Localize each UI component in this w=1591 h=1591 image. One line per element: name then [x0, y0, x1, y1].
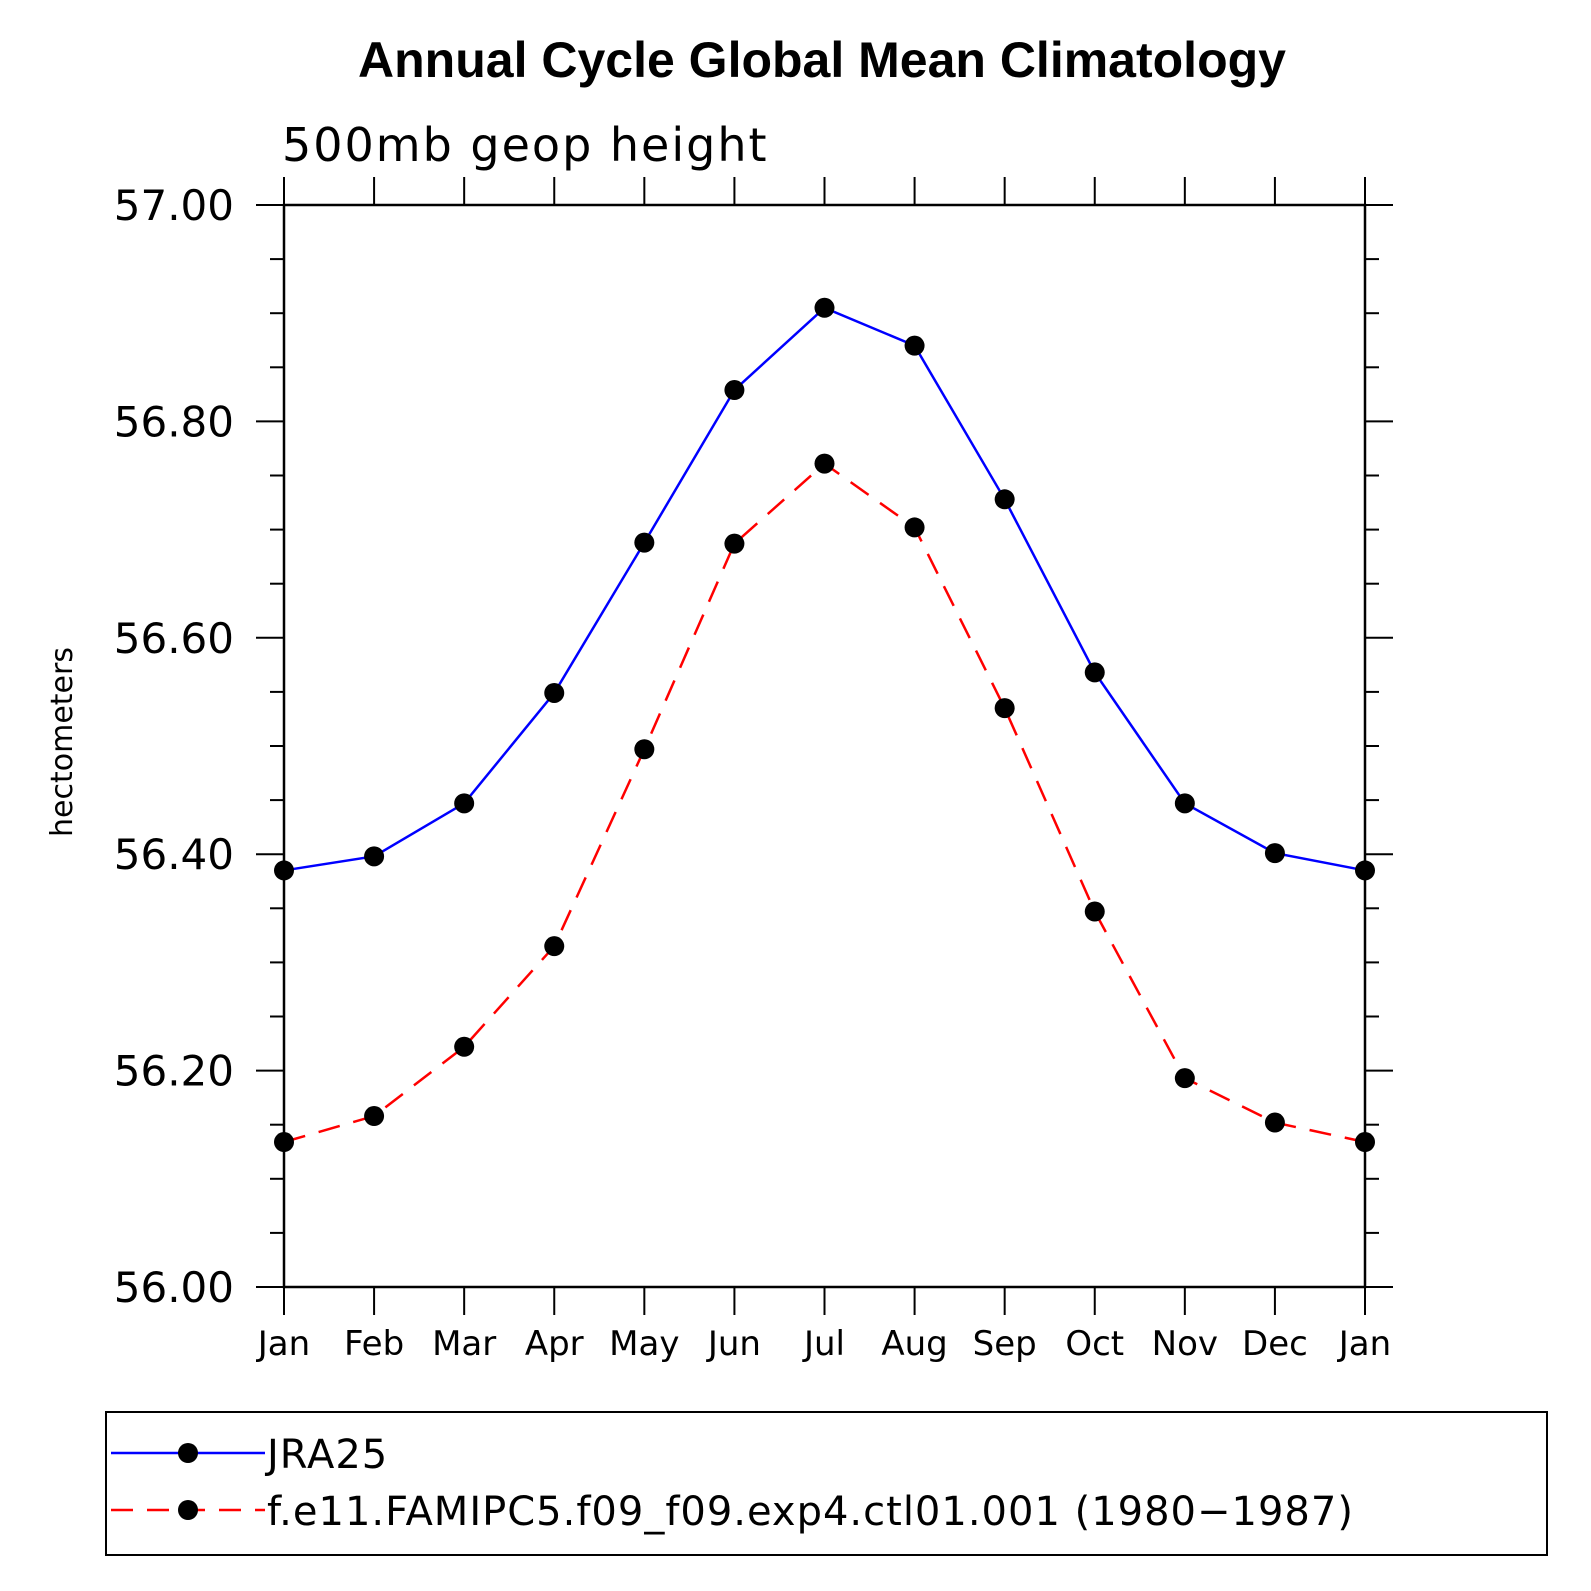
x-tick-label: Mar: [432, 1324, 496, 1364]
data-point-series-2: [724, 533, 745, 554]
y-axis-label: hectometers: [45, 647, 80, 837]
data-point-series-1: [454, 793, 475, 814]
data-point-series-1: [634, 532, 655, 553]
x-tick-label: Aug: [881, 1324, 947, 1364]
legend-marker-2: [178, 1500, 198, 1520]
data-point-series-1: [994, 489, 1015, 510]
y-tick-label: 57.00: [114, 181, 234, 230]
x-tick-label: Sep: [973, 1324, 1037, 1364]
y-tick-label: 56.20: [114, 1047, 234, 1096]
data-point-series-2: [814, 453, 835, 474]
data-point-series-1: [724, 380, 745, 401]
x-tick-label: May: [609, 1324, 679, 1364]
x-tick-label: Jun: [706, 1324, 761, 1364]
legend-label-1: JRA25: [264, 1432, 388, 1478]
x-tick-label: Jan: [1337, 1324, 1391, 1364]
data-point-series-2: [1174, 1068, 1195, 1089]
y-tick-labels: 56.00 56.20 56.40 56.60 56.80 57.00: [114, 181, 234, 1312]
plot-frame: [282, 203, 1367, 1289]
series-line-2: [283, 462, 1366, 1144]
legend: JRA25 f.e11.FAMIPC5.f09_f09.exp4.ctl01.00…: [111, 1432, 1354, 1535]
y-tick-label: 56.00: [114, 1263, 234, 1312]
y-tick-label: 56.60: [114, 614, 234, 663]
data-point-series-1: [274, 860, 294, 881]
data-point-series-1: [1264, 843, 1285, 864]
data-point-series-1: [1355, 860, 1375, 881]
y-tick-label: 56.40: [114, 830, 234, 879]
y-tick-label: 56.80: [114, 397, 234, 446]
legend-box: [105, 1411, 1548, 1556]
data-point-series-2: [904, 517, 925, 538]
x-tick-label: Jan: [256, 1324, 310, 1364]
data-point-series-1: [1174, 793, 1195, 814]
data-point-series-2: [1264, 1112, 1285, 1133]
data-point-series-1: [904, 335, 925, 356]
x-tick-label: Apr: [525, 1324, 584, 1364]
chart-subtitle: 500mb geop height: [282, 118, 769, 172]
data-point-series-2: [454, 1036, 475, 1057]
data-point-series-1: [814, 297, 835, 318]
series-markers: [274, 297, 1375, 1153]
series-line-1: [283, 306, 1366, 872]
axis-ticks: [256, 177, 1393, 1315]
legend-marker-1: [178, 1443, 198, 1463]
data-point-series-1: [544, 682, 565, 703]
x-tick-label: Oct: [1065, 1324, 1124, 1364]
data-point-series-2: [1355, 1132, 1375, 1153]
x-tick-label: Jul: [802, 1324, 845, 1364]
data-point-series-2: [364, 1106, 385, 1127]
data-point-series-1: [1084, 662, 1105, 683]
legend-label-2: f.e11.FAMIPC5.f09_f09.exp4.ctl01.001 (19…: [267, 1489, 1354, 1535]
x-tick-label: Nov: [1152, 1324, 1218, 1364]
series-lines: [283, 306, 1366, 1144]
data-point-series-2: [634, 739, 655, 760]
data-point-series-2: [544, 936, 565, 957]
x-tick-label: Dec: [1242, 1324, 1308, 1364]
data-point-series-1: [364, 846, 385, 867]
data-point-series-2: [994, 698, 1015, 719]
chart-title: Annual Cycle Global Mean Climatology: [358, 32, 1286, 88]
x-tick-labels: Jan Feb Mar Apr May Jun Jul Aug Sep Oct Nov Dec Jan: [256, 1324, 1391, 1364]
x-tick-label: Feb: [344, 1324, 404, 1364]
data-point-series-2: [1084, 901, 1105, 922]
data-point-series-2: [274, 1132, 294, 1153]
